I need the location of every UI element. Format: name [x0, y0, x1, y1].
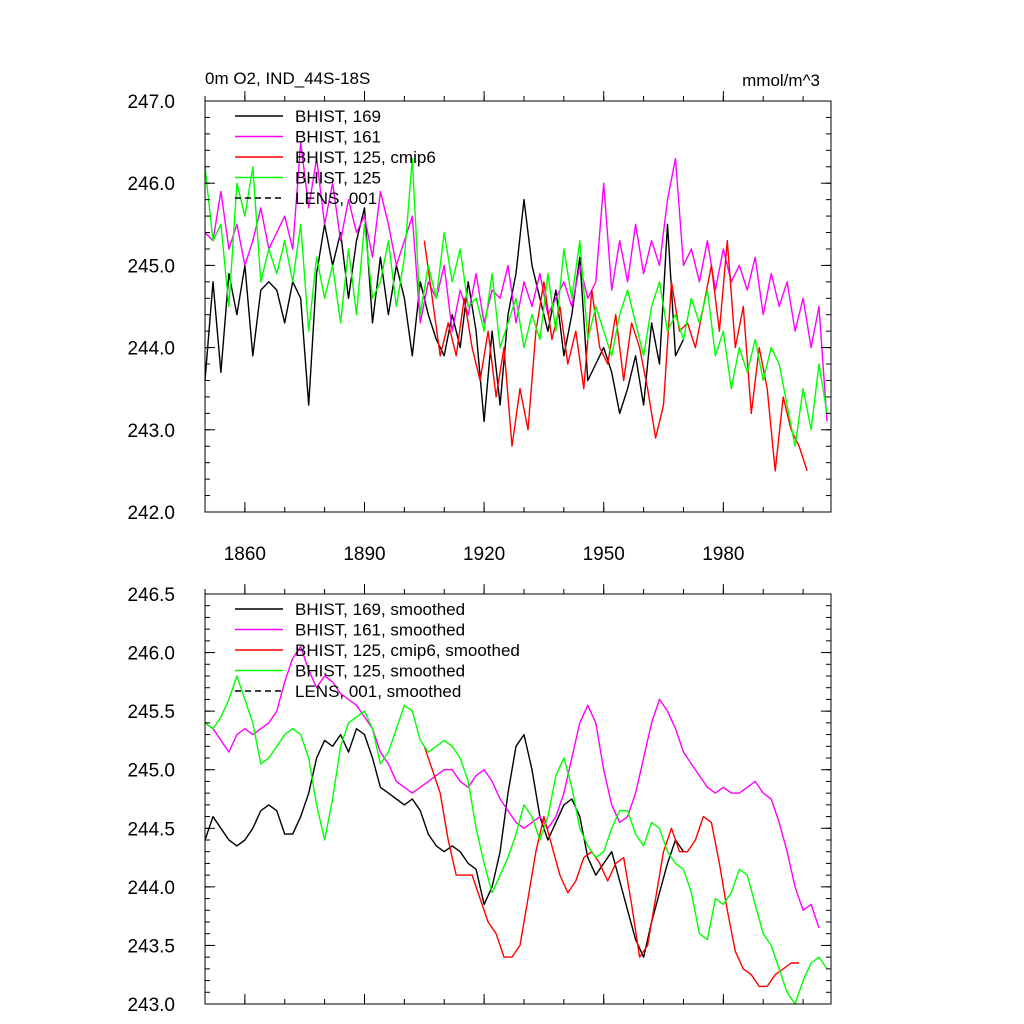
- y-tick-label: 243.5: [127, 936, 175, 957]
- legend-label-0: BHIST, 169: [295, 107, 381, 126]
- x-tick-label: 1920: [463, 544, 505, 565]
- bottom-plot-frame: [204, 593, 832, 1005]
- legend-label-0: BHIST, 169, smoothed: [295, 600, 465, 619]
- legend-label-3: BHIST, 125: [295, 169, 381, 188]
- legend-label-2: BHIST, 125, cmip6, smoothed: [295, 641, 520, 660]
- legend-label-4: LENS, 001, smoothed: [295, 682, 461, 701]
- y-tick-label: 245.0: [127, 761, 175, 782]
- legend-label-4: LENS, 001: [295, 189, 377, 208]
- x-tick-label: 1950: [583, 544, 625, 565]
- top-units-label: mmol/m^3: [742, 71, 820, 90]
- top-plot-lines: [204, 141, 828, 472]
- y-tick-label: 246.5: [127, 585, 175, 606]
- y-tick-label: 247.0: [127, 92, 175, 113]
- y-tick-label: 246.0: [127, 174, 175, 195]
- bottom-plot-lines: [204, 646, 828, 1005]
- series-line-0: [204, 198, 685, 423]
- series-line-2: [423, 746, 800, 988]
- y-tick-label: 245.0: [127, 256, 175, 277]
- legend-label-1: BHIST, 161: [295, 128, 381, 147]
- series-line-1: [204, 646, 820, 929]
- legend-label-3: BHIST, 125, smoothed: [295, 662, 465, 681]
- x-tick-label: 1860: [224, 544, 266, 565]
- y-tick-label: 244.5: [127, 819, 175, 840]
- top-plot-frame: [204, 100, 832, 513]
- y-tick-label: 245.5: [127, 702, 175, 723]
- x-tick-label: 1890: [343, 544, 385, 565]
- legend-label-1: BHIST, 161, smoothed: [295, 621, 465, 640]
- y-tick-label: 243.0: [127, 995, 175, 1016]
- y-tick-label: 244.0: [127, 339, 175, 360]
- bottom-panel: 243.0 243.5 244.0 244.5 245.0 245.5 246.0 246.5…: [127, 584, 832, 1016]
- y-tick-label: 246.0: [127, 644, 175, 665]
- bottom-axis-ticks: 243.0 243.5 244.0 244.5 245.0 245.5 246.0 246.5: [127, 584, 831, 1016]
- series-line-2: [423, 239, 808, 472]
- x-tick-label: 1980: [702, 544, 744, 565]
- legend-label-2: BHIST, 125, cmip6: [295, 148, 436, 167]
- series-line-1: [204, 141, 828, 422]
- series-line-3: [204, 675, 828, 1005]
- series-line-3: [204, 157, 828, 447]
- top-axis-ticks: 242.0 243.0 244.0 245.0 246.0 247.0 1860 1890 19…: [127, 91, 831, 565]
- bottom-legend: BHIST, 169, smoothed BHIST, 161, smoothed…: [235, 600, 520, 701]
- y-tick-label: 242.0: [127, 503, 175, 524]
- top-chart-title: 0m O2, IND_44S-18S: [205, 69, 370, 88]
- top-panel: 242.0 243.0 244.0 245.0 246.0 247.0 1860 1890 19…: [127, 69, 832, 565]
- y-tick-label: 244.0: [127, 878, 175, 899]
- y-tick-label: 243.0: [127, 421, 175, 442]
- series-line-0: [204, 728, 685, 958]
